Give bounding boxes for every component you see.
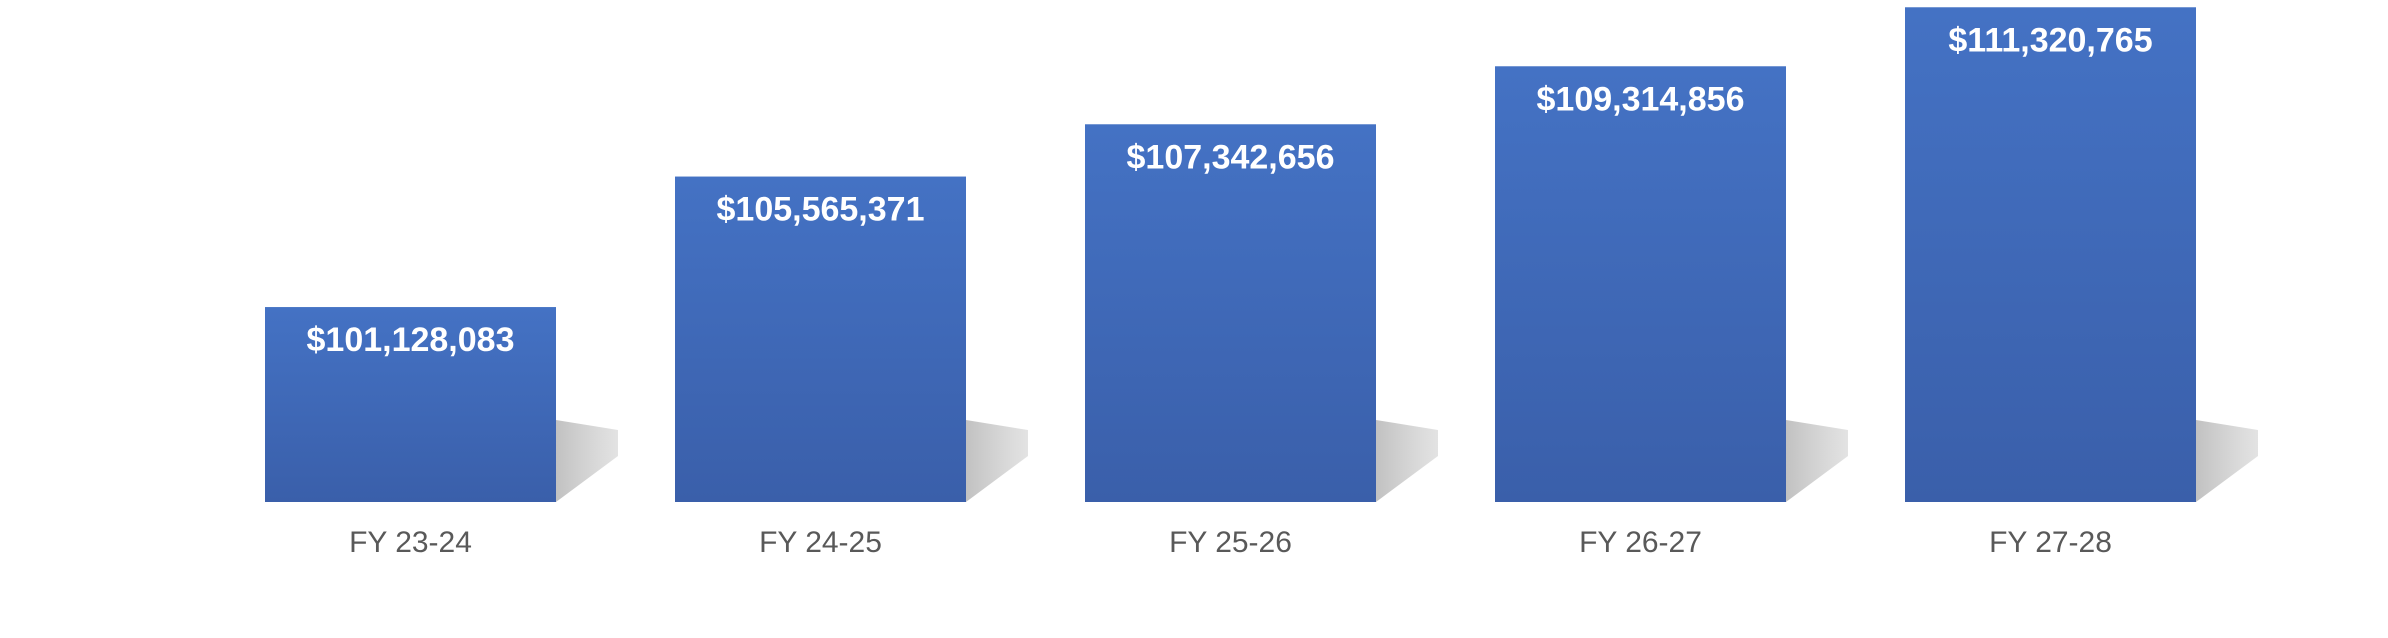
data-label: $109,314,856 bbox=[1537, 80, 1745, 118]
bar-fy-27-28 bbox=[1905, 7, 2196, 503]
x-axis-ticks: FY 23-24 FY 24-25 FY 25-26 FY 26-27 FY 27-28 bbox=[349, 526, 2112, 559]
bar-shadow bbox=[1376, 420, 1438, 502]
data-label: $105,565,371 bbox=[717, 191, 925, 229]
bar-shadow bbox=[1786, 420, 1848, 502]
bars bbox=[265, 7, 2196, 503]
data-label: $107,342,656 bbox=[1127, 138, 1335, 176]
bar-shadow bbox=[966, 420, 1028, 502]
bar-shadow bbox=[556, 420, 618, 502]
bar-fy-23-24 bbox=[265, 307, 556, 502]
bar-fy-24-25 bbox=[675, 176, 966, 502]
data-labels: $101,128,083 $105,565,371 $107,342,656 $109… bbox=[307, 21, 2153, 359]
x-tick-label: FY 24-25 bbox=[759, 526, 882, 559]
x-tick-label: FY 26-27 bbox=[1579, 526, 1702, 559]
bar-shadows bbox=[556, 420, 2258, 502]
bar-fy-25-26 bbox=[1085, 124, 1376, 502]
bar-shadow bbox=[2196, 420, 2258, 502]
data-label: $101,128,083 bbox=[307, 321, 515, 359]
bar-fy-26-27 bbox=[1495, 66, 1786, 502]
data-label: $111,320,765 bbox=[1948, 21, 2152, 59]
x-tick-label: FY 25-26 bbox=[1169, 526, 1292, 559]
x-tick-label: FY 23-24 bbox=[349, 526, 472, 559]
x-tick-label: FY 27-28 bbox=[1989, 526, 2112, 559]
